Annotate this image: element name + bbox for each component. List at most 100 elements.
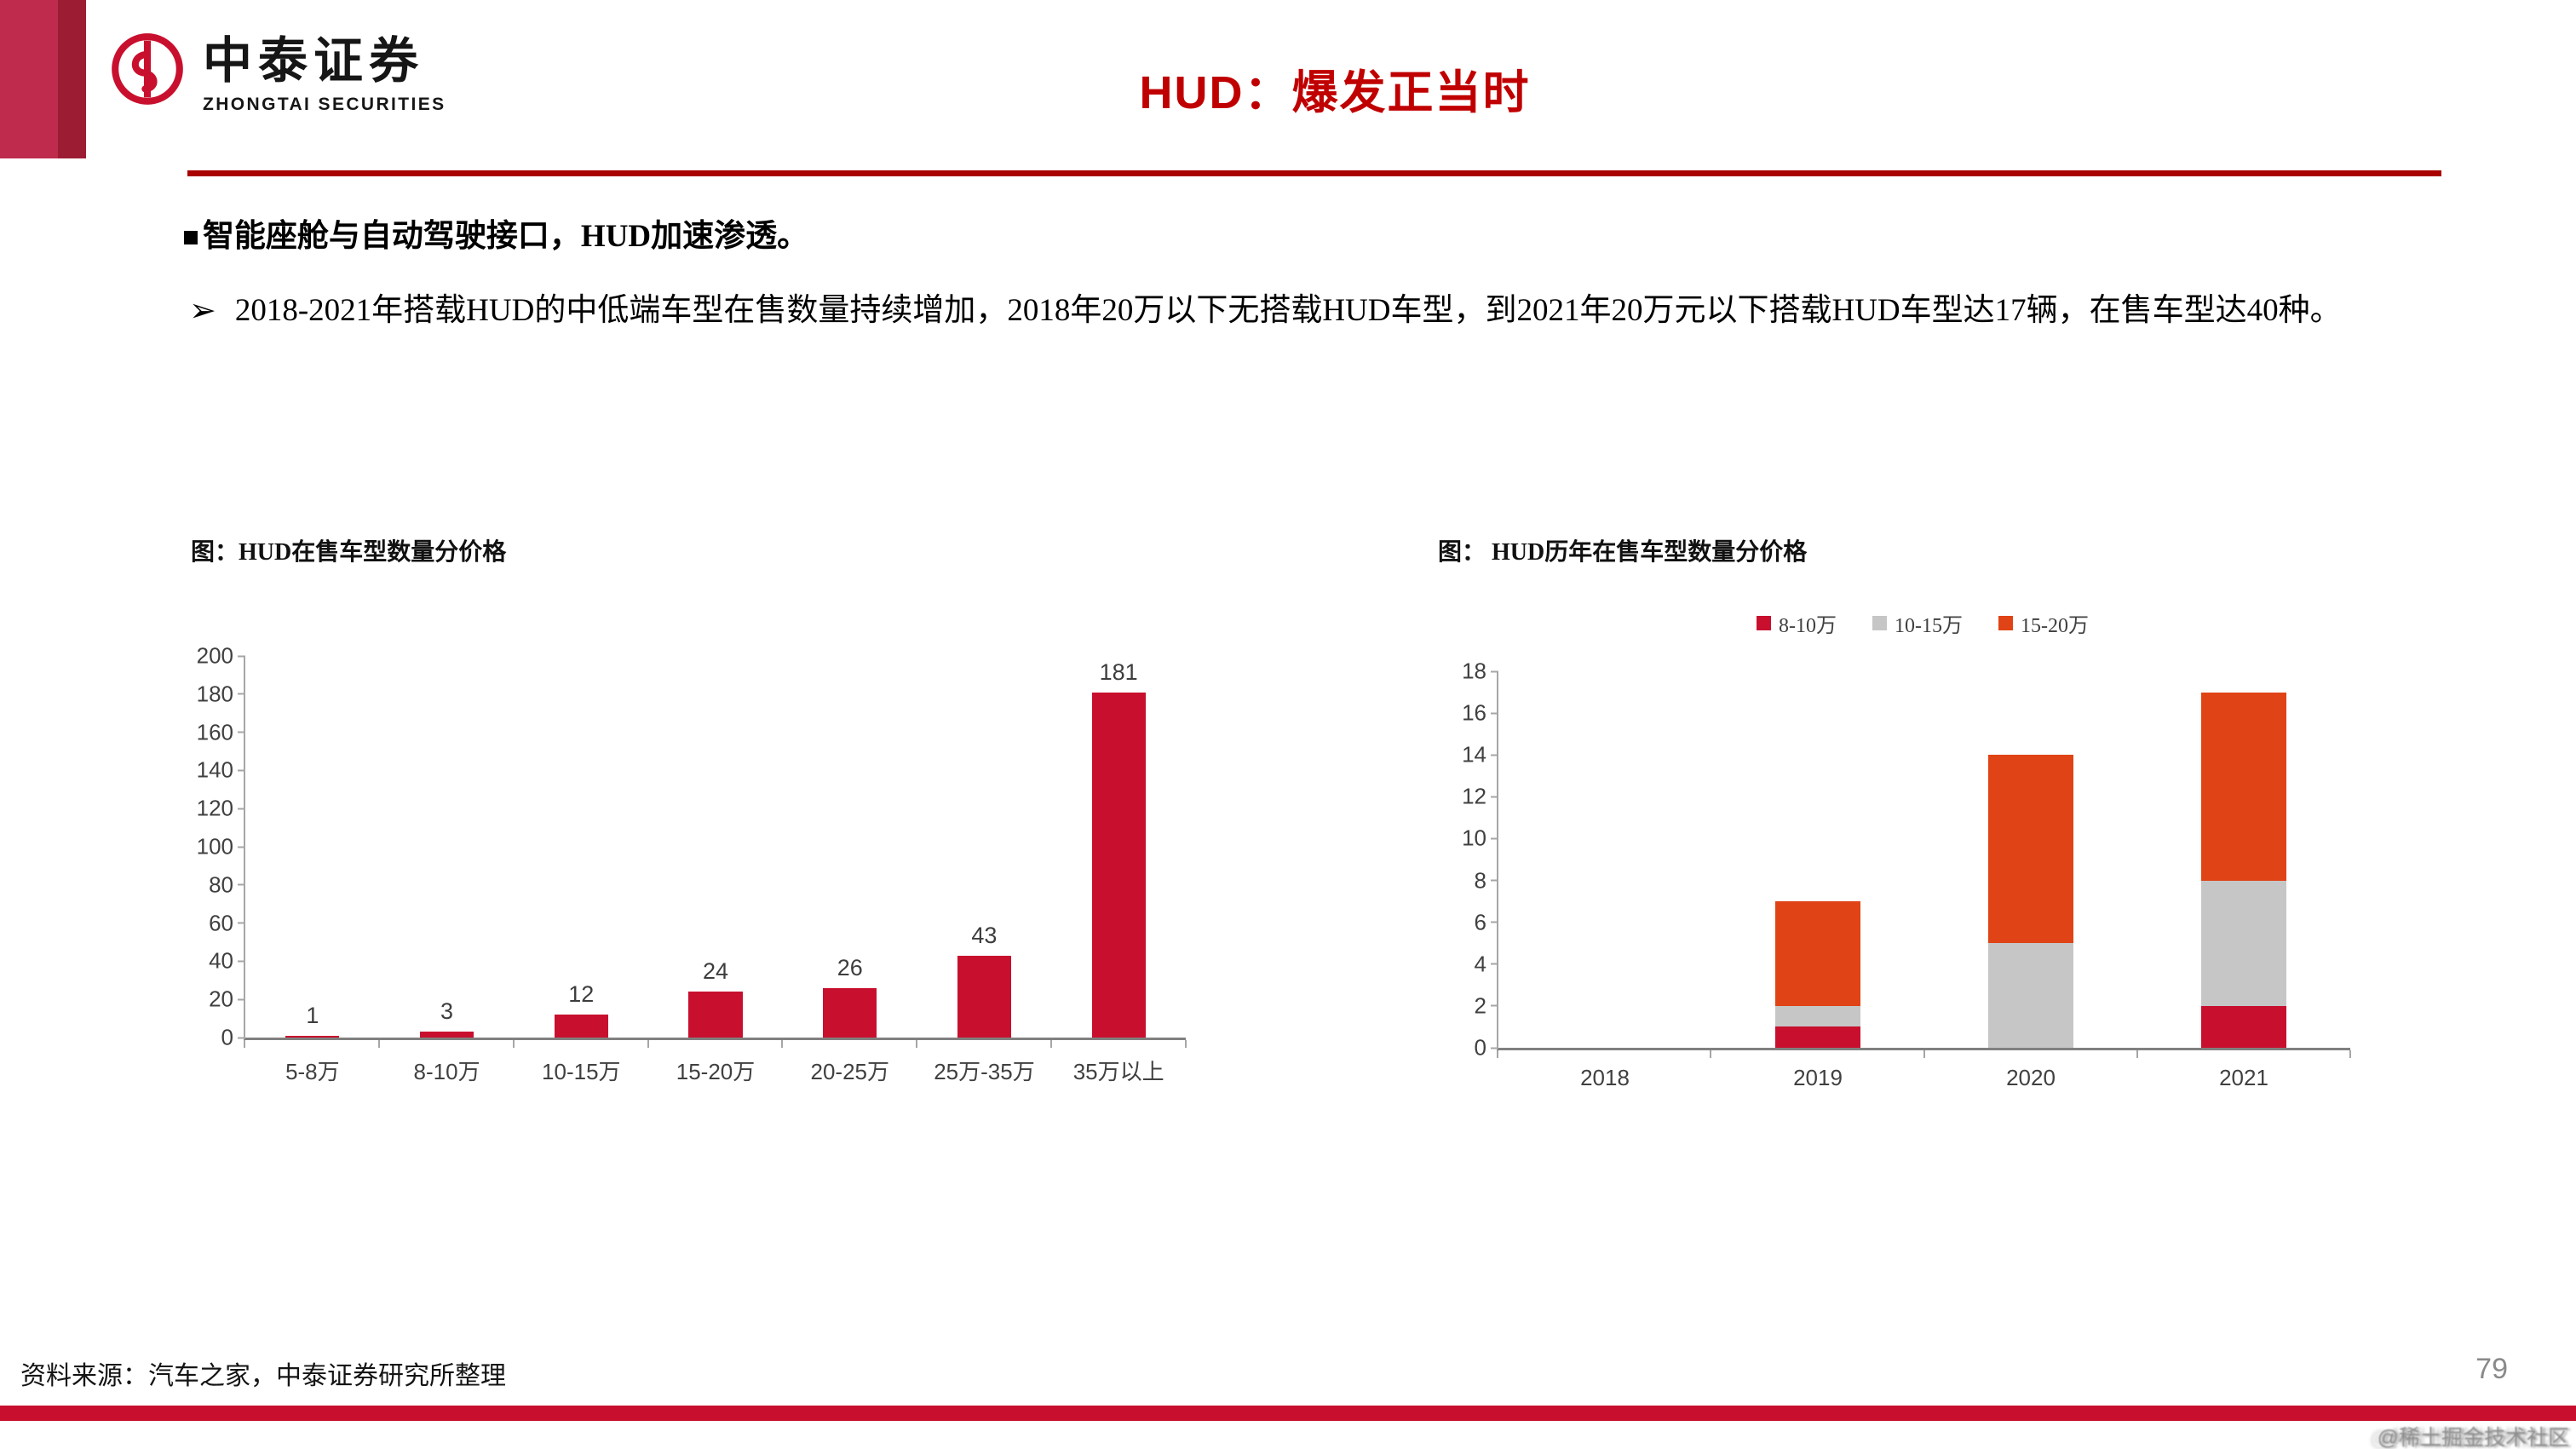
bar-slot-8-10万: 3 [380, 656, 515, 1038]
bar-segment-15-20万 [2201, 692, 2286, 881]
y-axis-tick-0: 0 [1475, 1035, 1498, 1061]
y-tick-mark [1491, 670, 1498, 672]
y-tick-mark [238, 922, 245, 924]
y-axis-tick-8: 8 [1475, 867, 1498, 894]
legend-swatch-icon [1757, 616, 1771, 630]
y-tick-label: 120 [196, 795, 233, 821]
y-axis-tick-20: 20 [209, 986, 245, 1013]
y-tick-label: 16 [1462, 699, 1486, 726]
y-tick-label: 100 [196, 833, 233, 860]
y-axis-tick-14: 14 [1462, 742, 1498, 768]
bar-value-label: 12 [568, 981, 595, 1008]
x-tick-mark [647, 1040, 649, 1048]
bar-segment-10-15万 [1988, 943, 2073, 1048]
y-axis-tick-180: 180 [197, 681, 245, 707]
x-tick-mark [1497, 1050, 1498, 1058]
y-axis-tick-10: 10 [1462, 825, 1498, 852]
right-chart-title: 图： HUD历年在售车型数量分价格 [1438, 539, 1808, 566]
watermark-text: @稀土掘金技术社区 [2377, 1426, 2569, 1449]
y-tick-mark [1491, 796, 1498, 798]
y-tick-mark [238, 693, 245, 695]
y-axis-tick-16: 16 [1462, 700, 1498, 727]
x-tick-mark [244, 1040, 245, 1048]
bar-slot-10-15万: 12 [514, 656, 648, 1038]
x-tick-mark [1923, 1050, 1925, 1058]
y-tick-mark [238, 731, 245, 733]
y-tick-mark [1491, 1047, 1498, 1049]
x-tick-mark [2136, 1050, 2138, 1058]
y-tick-mark [1491, 754, 1498, 756]
x-axis-category-label: 15-20万 [676, 1059, 756, 1084]
stacked-bar-2018 [1562, 671, 1647, 1048]
bar-slot-25万-35万: 43 [917, 656, 1052, 1038]
y-tick-label: 10 [1462, 825, 1486, 851]
legend-label: 8-10万 [1779, 615, 1837, 637]
bullet-point-text: 2018-2021年搭载HUD的中低端车型在售数量持续增加，2018年20万以下… [234, 293, 2342, 328]
bullet-heading: ■ 智能座舱与自动驾驶接口，HUD加速渗透。 [182, 210, 2397, 256]
legend-item-10-15万: 10-15万 [1872, 608, 1963, 638]
zhongtai-logo-icon [109, 31, 186, 112]
source-note: 资料来源：汽车之家，中泰证券研究所整理 [20, 1362, 506, 1390]
x-axis-ticks [1497, 1050, 2351, 1058]
bar-slot-20-25万: 26 [783, 656, 917, 1038]
sidebar-accent-light [0, 0, 58, 158]
logo-name-en: ZHONGTAI SECURITIES [203, 94, 446, 114]
bar-segment-10-15万 [2201, 880, 2286, 1006]
y-axis-tick-4: 4 [1475, 951, 1498, 977]
y-tick-mark [238, 769, 245, 772]
bar-slot-5-8万: 1 [245, 656, 380, 1038]
x-axis-category-label: 2018 [1580, 1065, 1630, 1090]
stacked-bar-slot-2019 [1711, 671, 1924, 1048]
x-axis-category-label: 10-15万 [542, 1059, 621, 1084]
bar-value-label: 26 [837, 954, 863, 980]
x-tick-mark [512, 1040, 515, 1048]
x-axis-category-label: 2020 [2006, 1065, 2056, 1090]
legend-swatch-icon [1998, 616, 2013, 630]
y-axis-tick-40: 40 [209, 948, 245, 975]
legend-label: 15-20万 [2021, 615, 2089, 637]
x-axis-category-label: 20-25万 [810, 1059, 889, 1084]
y-tick-mark [238, 846, 245, 848]
y-axis-tick-2: 2 [1475, 992, 1498, 1019]
y-tick-label: 0 [1474, 1034, 1486, 1061]
bar-35万以上: 181 [1091, 659, 1146, 1038]
y-tick-label: 2 [1474, 992, 1486, 1019]
y-tick-mark [1491, 921, 1498, 923]
bar-8-10万: 3 [420, 998, 474, 1038]
bar-segment-8-10万 [1775, 1026, 1860, 1048]
y-tick-label: 18 [1462, 658, 1486, 684]
bar-slot-15-20万: 24 [648, 656, 783, 1038]
bar-segment-8-10万 [2201, 1005, 2286, 1048]
stacked-bar-2019 [1775, 671, 1860, 1048]
y-axis-tick-12: 12 [1462, 784, 1498, 810]
legend-item-8-10万: 8-10万 [1757, 608, 1837, 638]
y-tick-label: 6 [1474, 909, 1486, 935]
bar-25万-35万: 43 [957, 923, 1011, 1038]
bar-10-15万: 12 [554, 981, 608, 1038]
x-axis-category-label: 25万-35万 [934, 1059, 1035, 1084]
y-tick-label: 60 [209, 910, 233, 936]
bar-15-20万: 24 [688, 958, 743, 1038]
x-tick-mark [781, 1040, 784, 1048]
y-tick-label: 200 [196, 642, 233, 669]
page-number: 79 [2475, 1353, 2508, 1385]
bar-segment-10-15万 [1775, 1005, 1860, 1027]
y-tick-mark [1491, 1004, 1498, 1007]
bar-slot-35万以上: 181 [1051, 656, 1186, 1038]
y-tick-mark [1491, 712, 1498, 715]
bar-value-label: 24 [702, 958, 729, 985]
x-tick-mark [1050, 1040, 1053, 1048]
stacked-bar-slot-2020 [1924, 671, 2137, 1048]
y-tick-mark [1491, 963, 1498, 965]
y-axis-tick-120: 120 [197, 796, 245, 822]
arrow-bullet-icon: ➢ [189, 293, 216, 329]
bar-value-label: 3 [440, 998, 454, 1025]
x-tick-mark [2349, 1050, 2351, 1058]
y-axis-tick-60: 60 [209, 910, 245, 936]
legend-swatch-icon [1872, 616, 1887, 630]
zhongtai-logo: 中泰证券 ZHONGTAI SECURITIES [109, 31, 446, 115]
x-tick-mark [916, 1040, 918, 1048]
x-axis-labels: 2018 2019 2020 2021 [1498, 1065, 2350, 1091]
right-chart-plot: 0 2 4 6 8 10 12 14 16 18 2018 2019 2020 2021 [1462, 658, 2351, 1090]
bar-value-label: 181 [1099, 658, 1138, 685]
